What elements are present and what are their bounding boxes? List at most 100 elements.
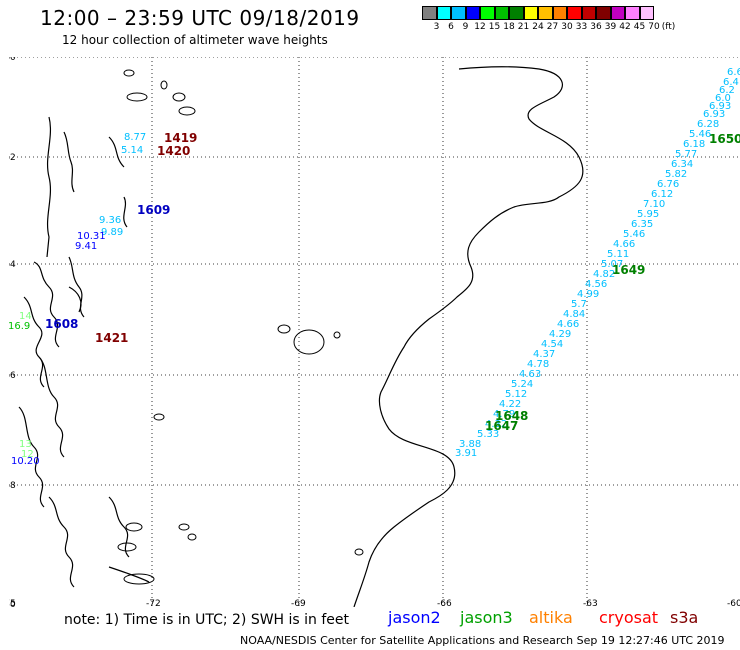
wave-height-value: 9.36 (99, 215, 121, 226)
page-title: 12:00 – 23:59 UTC 09/18/2019 (40, 6, 360, 30)
lon-tick-label: -75 (9, 599, 16, 607)
wave-height-value: 6.35 (631, 219, 653, 230)
wave-height-value: 6.93 (709, 101, 731, 112)
colorbar-label: 45 (633, 22, 646, 32)
pass-time-label: 1419 (164, 131, 197, 145)
credit-line: NOAA/NESDIS Center for Satellite Applica… (240, 634, 725, 647)
colorbar-label: 42 (619, 22, 631, 32)
wave-height-value: 5.46 (689, 129, 711, 140)
lat-tick-label: -50 (9, 600, 16, 607)
wave-height-value: 5.77 (675, 149, 697, 160)
wave-height-value: 5.33 (477, 429, 499, 440)
wave-height-value: 4.79 (493, 409, 515, 420)
wave-height-value: 6.2 (719, 85, 735, 96)
wave-height-value: 5.82 (665, 169, 687, 180)
wave-height-value: 6.34 (671, 159, 693, 170)
wave-height-value: 5.7 (571, 299, 587, 310)
wave-height-value: 12 (21, 449, 34, 460)
satellite-legend-item: s3a (670, 608, 699, 627)
colorbar-label: 3 (433, 22, 440, 32)
wave-height-value: 4.84 (563, 309, 585, 320)
colorbar-label: (ft) (661, 22, 676, 32)
colorbar-swatch (480, 6, 495, 20)
wave-height-value: 13 (19, 439, 32, 450)
lon-tick-label: -60 (727, 599, 740, 607)
latitude-ticks: -40 -42 -44 -46 -48 -50 (9, 57, 16, 607)
lon-tick-label: -72 (146, 599, 161, 607)
colorbar-swatch (465, 6, 480, 20)
wave-height-value: 16.9 (9, 321, 30, 332)
colorbar-label: 36 (590, 22, 602, 32)
altimeter-map: -40 -42 -44 -46 -48 -50 -75 -72 -69 -66 -63 -60 6.… (9, 57, 740, 607)
wave-height-value: 14 (19, 311, 32, 322)
wave-height-value: 6.12 (651, 189, 673, 200)
islands (117, 69, 364, 585)
satellite-legend-item: jason3 (460, 608, 513, 627)
lon-tick-label: -69 (291, 599, 306, 607)
wave-height-value: 4.82 (593, 269, 615, 280)
pass-time-label: 1648 (495, 409, 528, 423)
pass-time-label: 1608 (45, 317, 78, 331)
wave-height-value: 5.24 (511, 379, 533, 390)
wave-height-value: 4.63 (519, 369, 541, 380)
lat-tick-label: -40 (9, 57, 16, 63)
colorbar-swatch (436, 6, 451, 20)
colorbar-label: 12 (474, 22, 486, 32)
colorbar-swatch (451, 6, 466, 20)
colorbar-label: 15 (488, 22, 501, 32)
wave-height-value: 4.54 (541, 339, 563, 350)
colorbar-swatch (552, 6, 567, 20)
satellite-legend-item: cryosat (599, 608, 659, 627)
wave-height-labels: 6.66.46.26.06.936.936.285.466.185.776.34… (9, 67, 740, 467)
colorbar-swatch (523, 6, 538, 20)
wave-height-value: 5.12 (505, 389, 527, 400)
colorbar-swatch (494, 6, 509, 20)
wave-height-value: 6.28 (697, 119, 719, 130)
wave-height-value: 4.37 (533, 349, 555, 360)
lon-tick-label: -66 (437, 599, 452, 607)
wave-height-value: 6.18 (683, 139, 705, 150)
colorbar-label: 70 (648, 22, 660, 32)
wave-height-value: 4.22 (499, 399, 521, 410)
pass-time-label: 1647 (485, 419, 518, 433)
lat-tick-label: -42 (9, 153, 16, 163)
colorbar-swatch (567, 6, 582, 20)
wave-height-value: 4.78 (527, 359, 549, 370)
colorbar-label: 33 (575, 22, 588, 32)
lat-tick-label: -46 (9, 371, 16, 381)
footer-note: note: 1) Time is in UTC; 2) SWH is in fe… (64, 612, 350, 628)
pass-time-label: 1649 (612, 263, 645, 277)
colorbar-label: 27 (546, 22, 559, 32)
colorbar-label: 30 (561, 22, 573, 32)
page-subtitle: 12 hour collection of altimeter wave hei… (62, 33, 328, 47)
wave-height-value: 4.56 (585, 279, 607, 290)
satellite-legend-item: altika (529, 608, 573, 627)
colorbar-label: 21 (517, 22, 530, 32)
pass-time-label: 1650 (709, 132, 740, 146)
wave-height-value: 3.91 (455, 448, 477, 459)
pass-time-label: 1609 (137, 203, 170, 217)
wave-height-value: 4.66 (613, 239, 635, 250)
wave-height-value: 5.07 (601, 259, 623, 270)
wave-height-value: 10.20 (11, 456, 40, 467)
colorbar-label: 9 (462, 22, 469, 32)
lat-tick-label: -44 (9, 260, 16, 270)
wave-height-value: 6.0 (715, 93, 731, 104)
wave-height-value: 9.41 (75, 241, 97, 252)
wave-height-value: 6.93 (703, 109, 725, 120)
wave-height-value: 4.32 (485, 419, 507, 430)
colorbar-label: 18 (503, 22, 515, 32)
lon-tick-label: -63 (583, 599, 598, 607)
wave-height-value: 8.77 (124, 132, 146, 143)
satellite-legend-item: jason2 (388, 608, 441, 627)
pass-time-label: 1420 (157, 144, 190, 158)
wave-height-value: 6.76 (657, 179, 679, 190)
wave-height-value: 4.66 (557, 319, 579, 330)
wave-height-value: 7.10 (643, 199, 665, 210)
wave-height-value: 3.88 (459, 439, 481, 450)
lat-tick-label: -48 (9, 481, 16, 491)
colorbar-swatch (625, 6, 640, 20)
longitude-ticks: -75 -72 -69 -66 -63 -60 (9, 599, 740, 607)
colorbar-label: 24 (532, 22, 544, 32)
